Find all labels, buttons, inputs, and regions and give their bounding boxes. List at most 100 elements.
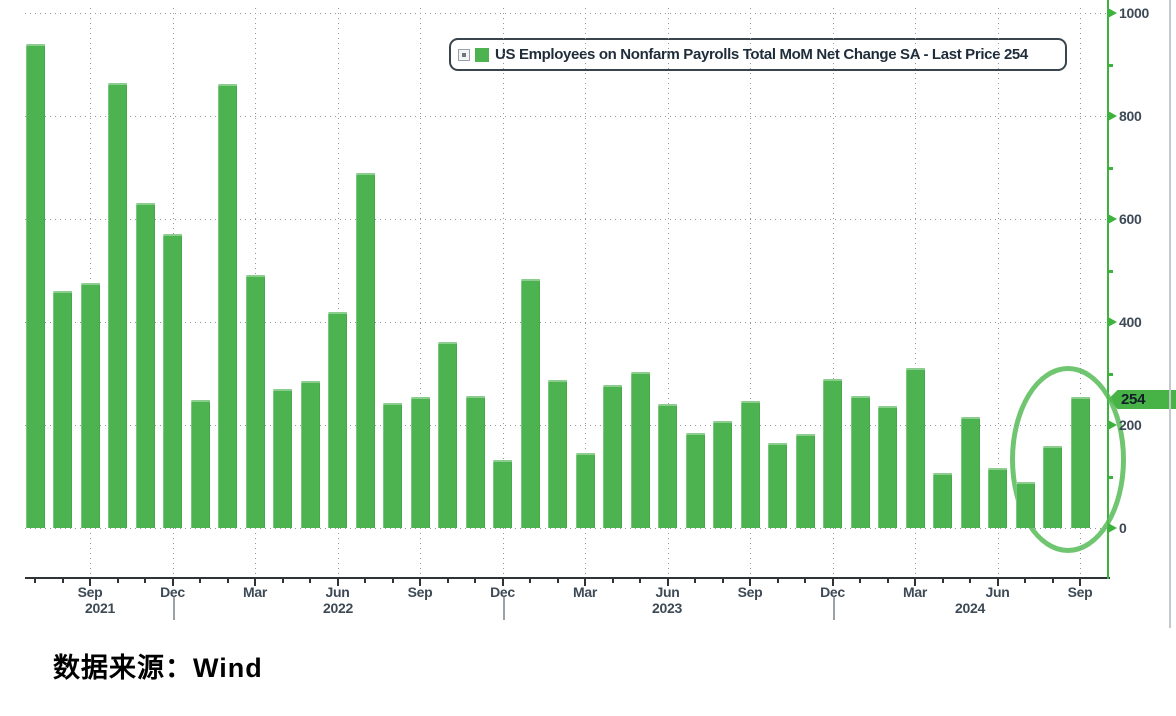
bar bbox=[1015, 482, 1035, 528]
v-gridline bbox=[420, 8, 421, 578]
y-axis-minor-tick bbox=[1108, 269, 1113, 273]
x-axis-tick bbox=[804, 579, 806, 583]
x-axis-tick bbox=[611, 579, 614, 583]
bar bbox=[658, 404, 677, 528]
x-axis-tick bbox=[501, 579, 504, 586]
bar bbox=[933, 472, 952, 528]
bar bbox=[768, 443, 787, 528]
x-axis-tick bbox=[116, 579, 119, 583]
x-axis-tick bbox=[336, 579, 339, 586]
bar bbox=[630, 371, 650, 528]
year-separator-line bbox=[173, 597, 175, 620]
x-axis-tick bbox=[969, 579, 971, 583]
bar bbox=[80, 283, 100, 528]
v-gridline bbox=[502, 8, 504, 578]
x-axis-month-label: Dec bbox=[820, 584, 845, 600]
h-gridline bbox=[25, 322, 1107, 323]
v-gridline bbox=[915, 8, 916, 578]
panel-right-border bbox=[1169, 0, 1171, 628]
y-axis-label: 600 bbox=[1119, 211, 1142, 227]
last-price-tag: 254 bbox=[1108, 390, 1176, 409]
x-axis-tick bbox=[34, 579, 36, 583]
bar bbox=[823, 378, 842, 528]
x-axis-month-label: Dec bbox=[160, 584, 185, 600]
x-axis-month-label: Sep bbox=[407, 584, 433, 600]
bar bbox=[603, 384, 622, 528]
v-gridline bbox=[1080, 8, 1081, 578]
x-axis-tick bbox=[529, 579, 531, 583]
bar bbox=[960, 416, 980, 528]
x-axis-tick bbox=[61, 579, 64, 583]
bar bbox=[685, 433, 705, 528]
chart-area: US Employees on Nonfarm Payrolls Total M… bbox=[25, 0, 1176, 628]
h-gridline bbox=[25, 528, 1107, 529]
bar bbox=[878, 406, 897, 528]
x-axis-tick bbox=[171, 579, 174, 586]
bar bbox=[245, 274, 265, 528]
x-axis-tick bbox=[1051, 579, 1054, 583]
x-axis-tick bbox=[666, 579, 669, 586]
y-axis-minor-tick bbox=[1108, 475, 1113, 479]
bar bbox=[190, 399, 210, 528]
y-axis-minor-tick bbox=[1108, 63, 1113, 67]
x-axis-tick bbox=[309, 579, 311, 583]
x-axis-tick bbox=[474, 579, 476, 583]
x-axis-tick bbox=[776, 579, 779, 583]
x-axis-year-label: 2024 bbox=[955, 600, 985, 616]
x-axis-month-label: Dec bbox=[490, 584, 515, 600]
y-axis-line bbox=[1107, 0, 1109, 579]
x-axis-tick bbox=[419, 579, 421, 586]
v-gridline bbox=[832, 8, 834, 578]
y-axis-label: 200 bbox=[1119, 417, 1142, 433]
h-gridline bbox=[25, 219, 1107, 220]
bar bbox=[795, 434, 815, 528]
x-axis-tick bbox=[226, 579, 229, 583]
x-axis-month-label: Sep bbox=[737, 584, 763, 600]
y-axis-tick-arrow bbox=[1108, 420, 1117, 430]
data-source-caption: 数据来源：Wind bbox=[53, 653, 263, 683]
x-axis-tick bbox=[281, 579, 284, 583]
v-gridline bbox=[337, 8, 339, 578]
x-axis-month-label: Mar bbox=[573, 584, 597, 600]
x-axis-tick bbox=[639, 579, 641, 583]
y-axis-tick-arrow bbox=[1108, 317, 1117, 327]
bar bbox=[740, 401, 760, 528]
y-axis-label: 400 bbox=[1119, 314, 1142, 330]
y-axis-minor-tick bbox=[1108, 372, 1113, 376]
bar bbox=[713, 421, 732, 528]
legend-checkbox-icon[interactable] bbox=[458, 48, 470, 61]
x-axis-tick bbox=[721, 579, 724, 583]
x-axis-tick bbox=[391, 579, 394, 583]
y-axis-label: 800 bbox=[1119, 108, 1142, 124]
x-axis-tick bbox=[941, 579, 944, 583]
y-axis-label: 1000 bbox=[1119, 5, 1149, 21]
x-axis-tick bbox=[886, 579, 889, 583]
bar bbox=[850, 396, 870, 528]
x-axis-month-label: Jun bbox=[655, 584, 680, 600]
x-axis-year-label: 2022 bbox=[323, 600, 353, 616]
v-gridline bbox=[997, 8, 999, 578]
bar bbox=[988, 468, 1007, 528]
bar bbox=[163, 234, 182, 528]
x-axis-month-label: Sep bbox=[77, 584, 103, 600]
bar bbox=[575, 452, 595, 528]
bar bbox=[493, 459, 512, 528]
bar bbox=[410, 396, 430, 528]
x-axis-tick bbox=[859, 579, 861, 583]
bar bbox=[465, 395, 485, 528]
h-gridline bbox=[25, 13, 1107, 14]
bar bbox=[1043, 446, 1062, 528]
x-axis-tick bbox=[1079, 579, 1081, 586]
x-axis-line bbox=[25, 577, 1110, 579]
year-separator-line bbox=[833, 597, 835, 620]
bar bbox=[108, 82, 127, 528]
bar bbox=[520, 279, 540, 528]
bar bbox=[300, 381, 320, 528]
legend-label: US Employees on Nonfarm Payrolls Total M… bbox=[495, 46, 1028, 63]
x-axis-tick bbox=[914, 579, 916, 586]
x-axis-month-label: Jun bbox=[985, 584, 1010, 600]
x-axis-year-label: 2021 bbox=[85, 600, 115, 616]
y-axis-tick-arrow bbox=[1108, 214, 1117, 224]
x-axis-tick bbox=[831, 579, 834, 586]
